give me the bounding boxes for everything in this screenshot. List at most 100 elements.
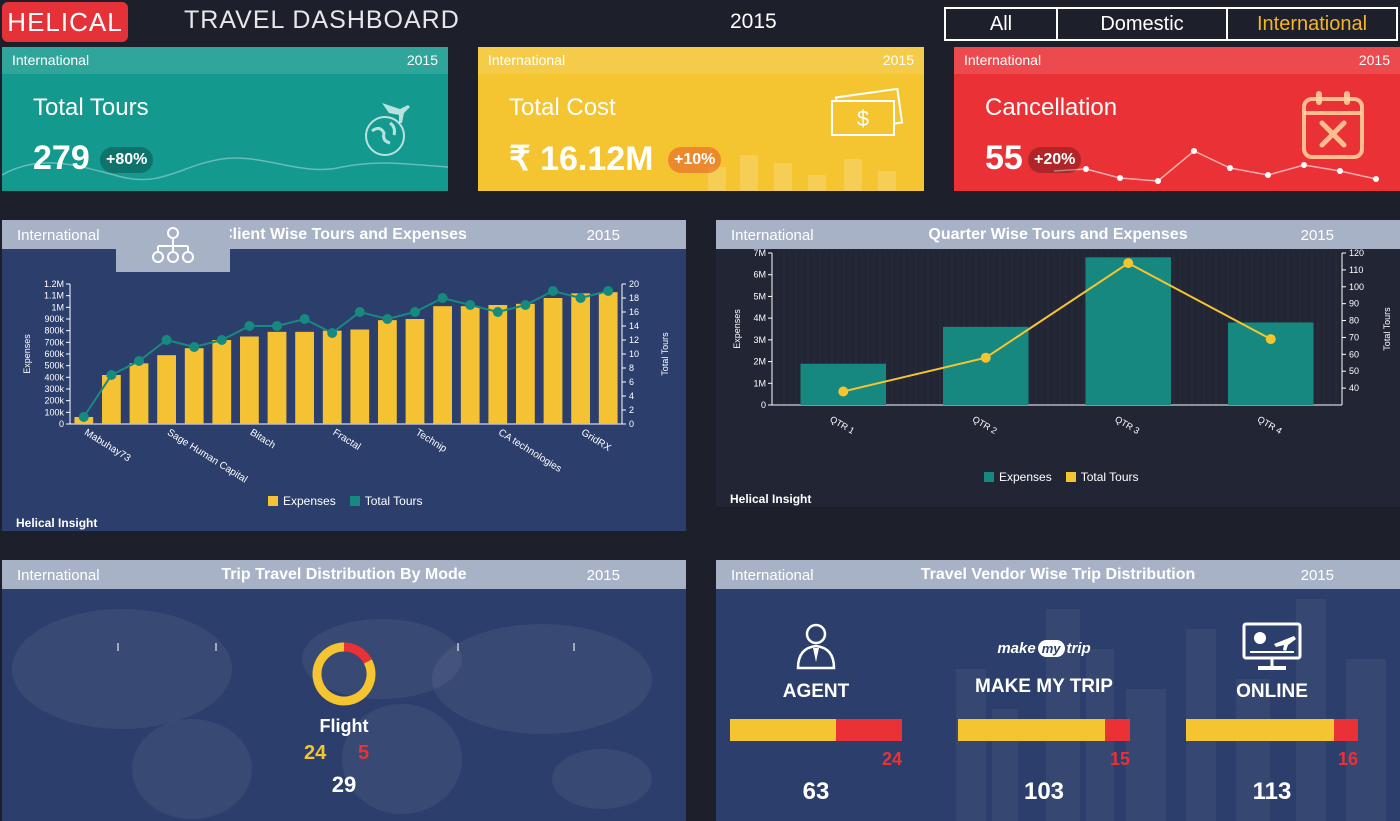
vendor-distribution-panel: Travel Vendor Wise Trip Distribution Int… [716,560,1400,821]
cancelled-bar-fill [1104,719,1130,741]
y-tick-label: 0 [59,419,64,429]
x-tick-label: Technip [413,427,448,455]
y2-tick-label: 12 [629,335,639,345]
vendor-agent-bar [730,719,902,741]
region-tabs: All Domestic International [944,7,1398,41]
flight-donut-chart[interactable] [308,638,380,710]
cancelled-bar-fill [1333,719,1358,741]
y2-axis-label: Total Tours [660,332,670,376]
kpi-context: International [12,52,90,68]
vendor-cancelled-count: 24 [881,749,902,769]
expenses-bar [102,375,121,424]
mode-completed-count: 24 [304,742,327,764]
y-tick-label: 500k [44,361,64,371]
total-tours-point [272,321,282,331]
expenses-bar [212,340,232,424]
x-tick-label: CA technologies [496,427,563,475]
y-tick-label: 0 [761,400,766,410]
panel-title: Travel Vendor Wise Trip Distribution [920,566,1196,583]
panel-title: Trip Travel Distribution By Mode [221,566,467,583]
y-tick-label: 1M [51,302,64,312]
svg-text:$: $ [857,106,869,131]
hierarchy-icon-tab[interactable] [116,220,230,272]
y2-tick-label: 90 [1349,299,1359,309]
legend-expenses[interactable]: Expenses [984,470,1052,484]
total-tours-point [78,412,89,422]
x-tick-label: QTR 3 [1113,414,1141,436]
y-tick-label: 700k [44,337,64,347]
panel-title: Quarter Wise Tours and Expenses [928,226,1188,243]
expenses-bar [184,348,204,424]
kpi-label: Cancellation [985,94,1118,121]
y2-tick-label: 40 [1349,383,1359,393]
y-axis-label: Expenses [22,334,32,374]
x-tick-label: Sage Human Capital [165,427,249,485]
vendor-make-my-trip-bar [958,719,1130,741]
quarter-wise-panel: Quarter Wise Tours and Expenses Internat… [716,220,1400,507]
kpi-year: 2015 [882,52,914,68]
y-tick-label: 200k [44,396,64,406]
expenses-bar [378,320,397,424]
vendor-online[interactable]: ONLINE [1186,620,1358,703]
kpi-header: International 2015 [954,47,1400,74]
x-tick-label: Mabuhay73 [82,427,133,464]
y-tick-label: 5M [753,291,766,301]
y2-tick-label: 120 [1349,249,1364,258]
y2-tick-label: 110 [1349,265,1363,275]
y2-tick-label: 10 [629,349,639,359]
x-tick-label: QTR 1 [828,414,856,436]
tab-international[interactable]: International [1226,7,1398,41]
helical-insight-brand: Helical Insight [16,516,98,530]
total-tours-point [838,386,849,397]
y-tick-label: 600k [44,349,64,359]
expenses-bar [295,331,314,424]
cancellation-trend-line [1053,148,1379,184]
y-tick-label: 100k [44,407,64,417]
kpi-total-cost: International 2015 Total Cost ₹ 16.12M +… [478,47,924,191]
total-tours-point [548,286,558,296]
tab-domestic[interactable]: Domestic [1056,7,1228,41]
kpi-year: 2015 [406,52,438,68]
makemytrip-logo-icon: make my trip [997,639,1091,657]
kpi-value: 55 [985,139,1023,177]
world-map-background [12,609,652,819]
kpi-change-badge: +10% [668,147,722,173]
total-tours-point [520,300,531,310]
vendor-total-count: 63 [802,778,830,805]
legend-total-tours[interactable]: Total Tours [349,494,423,508]
cancelled-slice [343,642,372,664]
panel-header: Quarter Wise Tours and Expenses Internat… [716,220,1400,249]
panel-year: 2015 [586,567,620,584]
hierarchy-icon [152,227,194,263]
total-tours-point [437,293,448,303]
vendor-total-count: 103 [1023,778,1065,805]
y2-tick-label: 16 [629,307,639,317]
y-tick-label: 1.1M [44,291,64,301]
legend-total-tours[interactable]: Total Tours [1065,470,1139,484]
completed-slice [312,642,376,706]
total-tours-point [244,321,255,331]
tab-all[interactable]: All [944,7,1058,41]
total-tours-point [492,307,503,317]
y2-axis-label: Total Tours [1382,307,1392,351]
legend-expenses[interactable]: Expenses [268,494,336,508]
total-tours-point [980,352,991,363]
y2-tick-label: 50 [1349,366,1359,376]
total-tours-point [382,314,393,324]
total-tours-point [1265,334,1276,345]
x-tick-label: Fractal [331,427,363,453]
vendor-make-my-trip[interactable]: make my trip MAKE MY TRIP [958,620,1130,698]
expenses-bar [460,306,480,424]
panel-year: 2015 [586,227,620,244]
vendor-name: AGENT [782,681,850,702]
kpi-header: International 2015 [2,47,448,74]
x-tick-label: QTR 4 [1256,414,1284,436]
expenses-bar [488,305,508,424]
quarter-wise-chart: 0 1M 2M 3M 4M 5M 6M 7M 40 50 60 70 80 90 100 110 120 Expe… [732,249,1392,436]
kpi-label: Total Cost [509,94,616,121]
tours-trend-wave [2,157,448,181]
y2-tick-label: 20 [629,279,639,289]
agent-icon [796,623,836,670]
vendor-agent[interactable]: AGENT [730,620,902,703]
top-bar: HELICAL TRAVEL DASHBOARD 2015 All Domest… [0,0,1400,46]
